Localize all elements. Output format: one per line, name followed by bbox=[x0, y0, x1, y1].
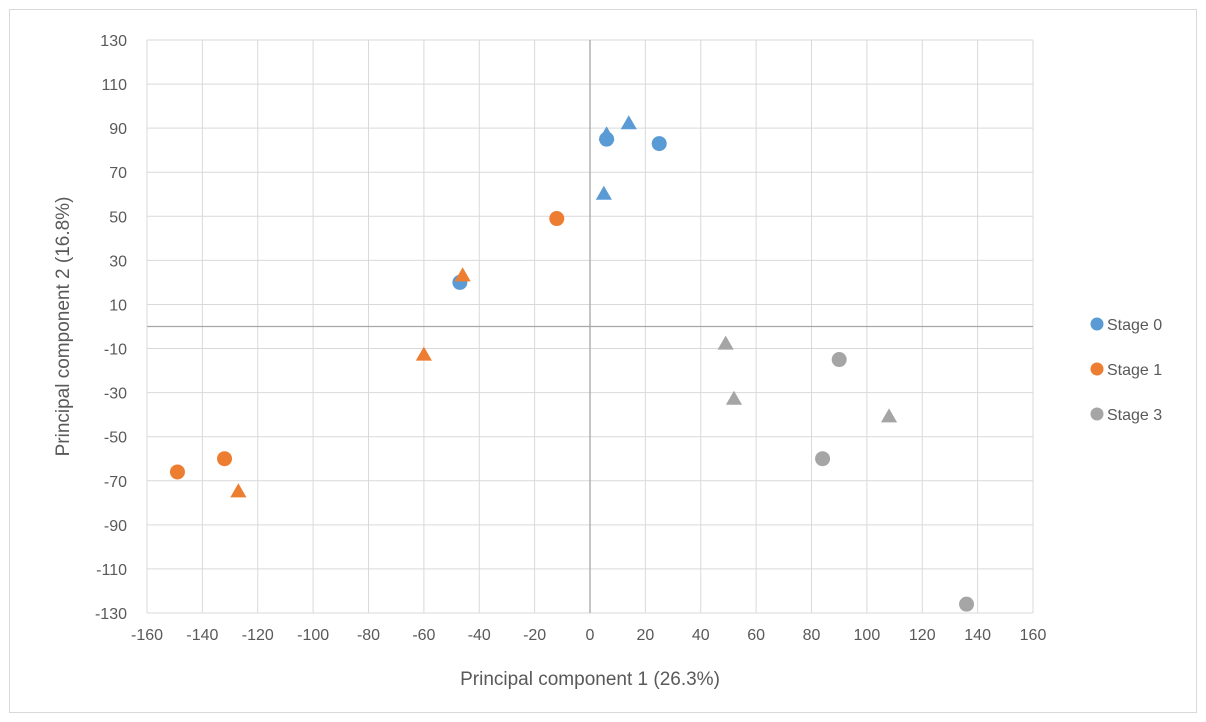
legend-marker bbox=[1090, 407, 1104, 421]
y-tick-label: 90 bbox=[109, 121, 127, 138]
y-tick-label: -130 bbox=[95, 606, 127, 623]
x-tick-label: -100 bbox=[297, 627, 329, 644]
x-tick-label: -160 bbox=[131, 627, 163, 644]
legend-marker bbox=[1090, 317, 1104, 331]
x-tick-label: 100 bbox=[854, 627, 881, 644]
x-tick-label: 60 bbox=[747, 627, 765, 644]
data-point-triangle bbox=[725, 390, 743, 405]
x-tick-label: 160 bbox=[1020, 627, 1047, 644]
x-tick-label: -60 bbox=[412, 627, 435, 644]
x-tick-label: -120 bbox=[242, 627, 274, 644]
y-tick-label: 30 bbox=[109, 253, 127, 270]
data-point-triangle bbox=[230, 483, 247, 498]
y-tick-label: -110 bbox=[96, 562, 127, 579]
x-tick-label: -20 bbox=[523, 627, 546, 644]
data-point-triangle bbox=[880, 408, 898, 423]
x-tick-label: -40 bbox=[468, 627, 491, 644]
legend-label: Stage 3 bbox=[1107, 407, 1162, 424]
data-point-triangle bbox=[454, 267, 471, 282]
x-tick-label: 140 bbox=[964, 627, 991, 644]
x-tick-label: 40 bbox=[692, 627, 710, 644]
data-point-circle bbox=[549, 211, 565, 227]
data-point-triangle bbox=[415, 346, 432, 361]
data-point-triangle bbox=[620, 115, 637, 130]
data-point-triangle bbox=[717, 335, 734, 350]
x-tick-label: -140 bbox=[186, 627, 218, 644]
y-tick-label: -70 bbox=[104, 474, 127, 491]
x-tick-label: 20 bbox=[636, 627, 654, 644]
data-point-circle bbox=[169, 464, 185, 480]
y-tick-label: 50 bbox=[109, 209, 127, 226]
y-tick-label: -30 bbox=[104, 386, 127, 403]
chart-frame bbox=[9, 9, 1197, 713]
y-tick-label: 130 bbox=[100, 33, 127, 50]
y-tick-label: -10 bbox=[104, 342, 127, 359]
data-point-triangle bbox=[595, 185, 612, 200]
data-point-circle bbox=[959, 596, 975, 612]
data-point-circle bbox=[815, 451, 831, 467]
y-tick-label: -50 bbox=[104, 430, 127, 447]
legend-label: Stage 0 bbox=[1107, 317, 1162, 334]
y-axis-title: Principal component 2 (16.8%) bbox=[53, 197, 74, 457]
y-tick-label: 70 bbox=[109, 165, 127, 182]
data-point-circle bbox=[217, 451, 233, 467]
x-axis-title: Principal component 1 (26.3%) bbox=[460, 669, 720, 690]
data-point-circle bbox=[831, 352, 847, 368]
data-point-circle bbox=[651, 136, 667, 152]
y-tick-label: 10 bbox=[109, 297, 127, 314]
legend-marker bbox=[1090, 362, 1104, 376]
x-tick-label: -80 bbox=[357, 627, 380, 644]
y-tick-label: 110 bbox=[101, 77, 127, 94]
data-point-triangle bbox=[598, 126, 615, 141]
x-tick-label: 0 bbox=[586, 627, 595, 644]
x-tick-label: 80 bbox=[803, 627, 821, 644]
x-tick-label: 120 bbox=[909, 627, 936, 644]
legend-label: Stage 1 bbox=[1107, 362, 1162, 379]
y-tick-label: -90 bbox=[104, 518, 127, 535]
